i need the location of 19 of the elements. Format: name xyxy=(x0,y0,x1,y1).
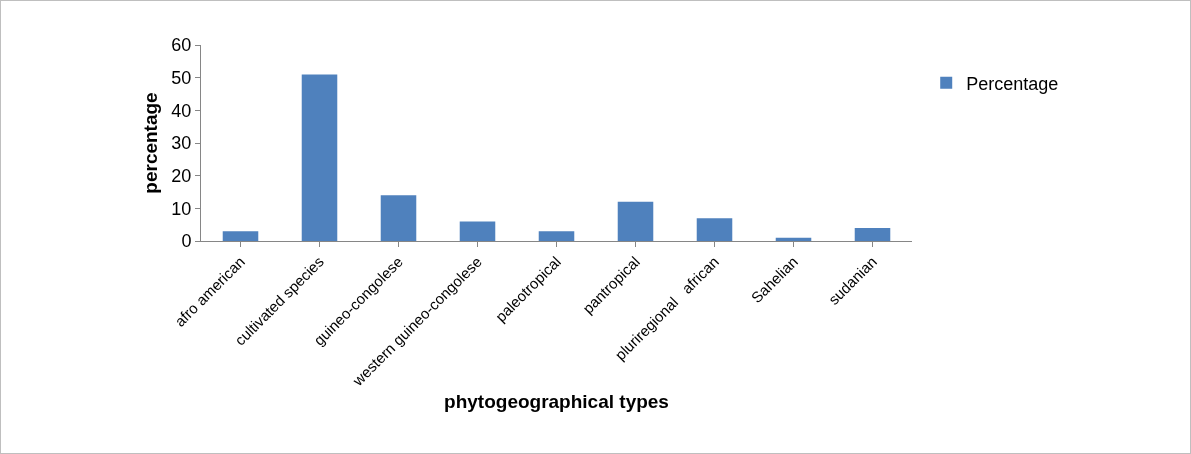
y-tick-label: 30 xyxy=(171,133,192,154)
y-axis-title: percentage xyxy=(140,92,162,194)
bar xyxy=(538,231,575,241)
bar xyxy=(617,201,654,241)
bar xyxy=(301,74,338,241)
bar xyxy=(696,218,733,241)
y-tick-label: 60 xyxy=(171,35,192,56)
y-tick-label: 20 xyxy=(171,165,192,186)
y-tick-label: 0 xyxy=(181,231,192,252)
y-tick-label: 10 xyxy=(171,198,192,219)
bar xyxy=(775,237,812,241)
legend-label: Percentage xyxy=(966,73,1059,94)
y-tick-label: 40 xyxy=(171,100,192,121)
bar xyxy=(854,227,891,241)
x-axis-title: phytogeographical types xyxy=(444,391,669,413)
bar xyxy=(222,231,259,241)
bar xyxy=(380,195,417,241)
bar xyxy=(459,221,496,241)
y-tick-label: 50 xyxy=(171,67,192,88)
